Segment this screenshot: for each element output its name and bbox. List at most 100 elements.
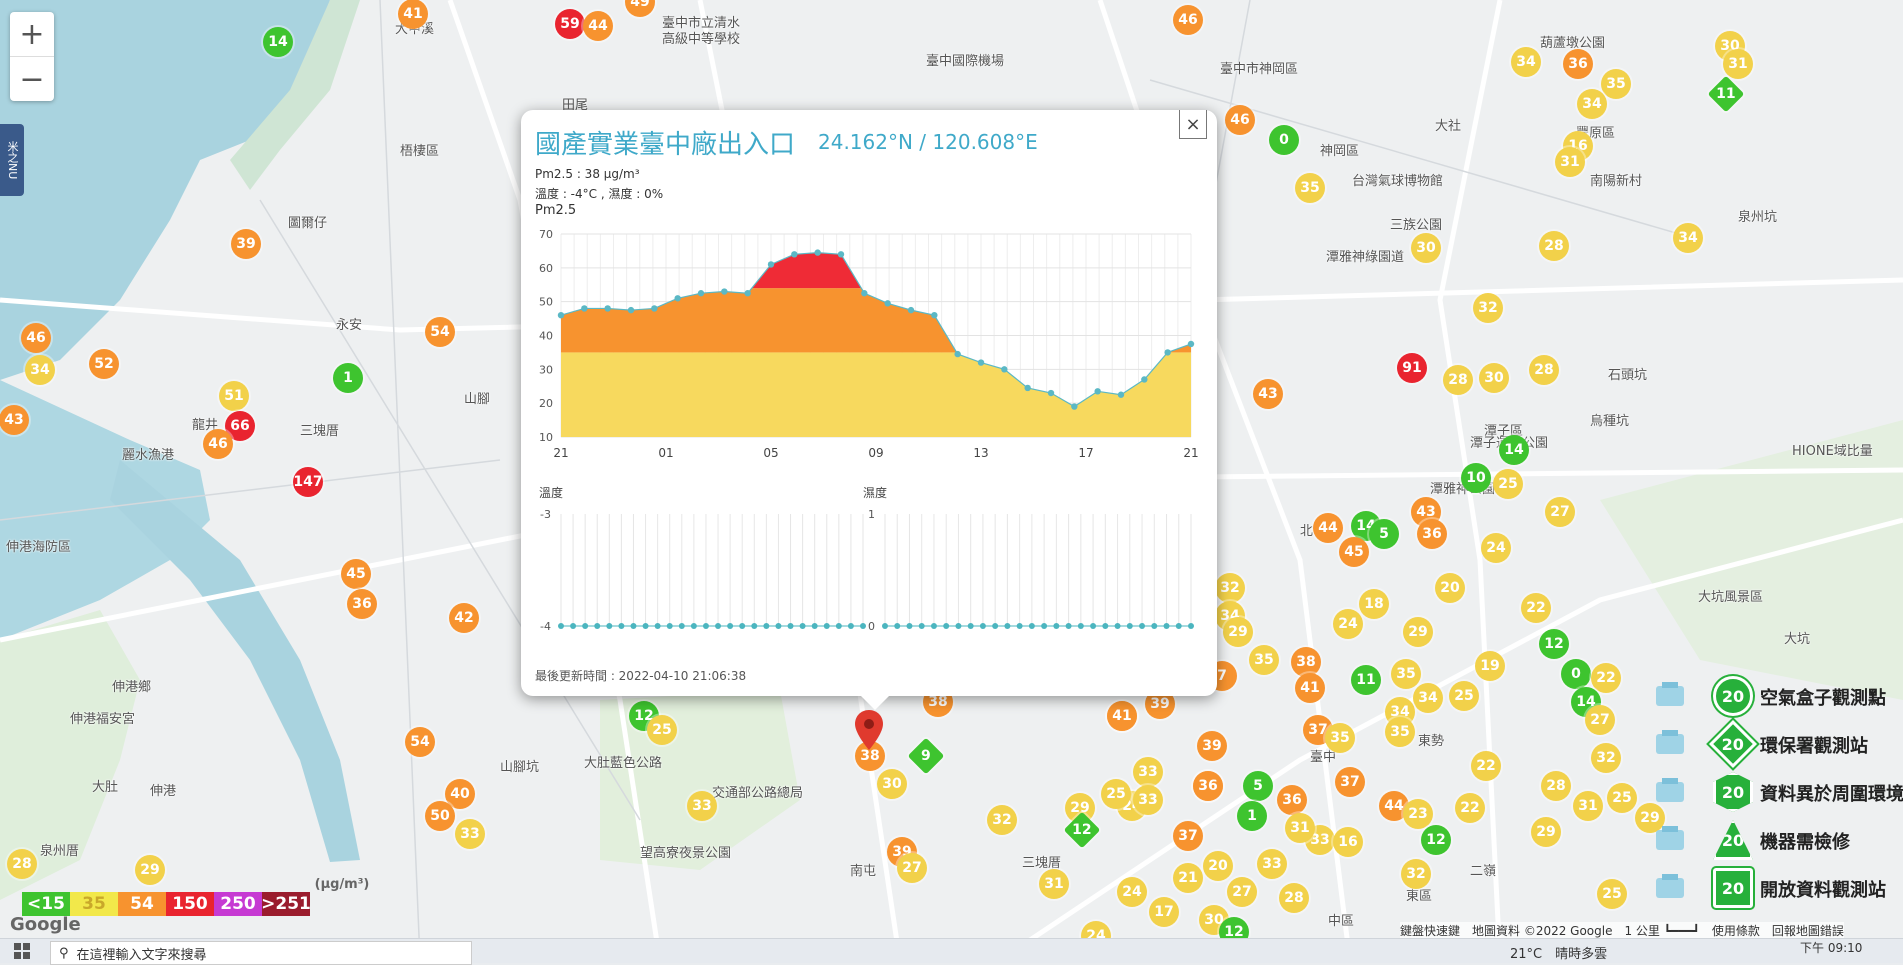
airbox-station-marker[interactable]: 32 bbox=[1215, 573, 1245, 603]
airbox-station-marker[interactable]: 29 bbox=[135, 855, 165, 885]
airbox-station-marker[interactable]: 28 bbox=[1443, 365, 1473, 395]
airbox-station-marker[interactable]: 31 bbox=[1039, 869, 1069, 899]
airbox-station-marker[interactable]: 0 bbox=[1269, 125, 1299, 155]
airbox-station-marker[interactable]: 49 bbox=[625, 0, 655, 17]
airbox-station-marker[interactable]: 22 bbox=[1521, 593, 1551, 623]
airbox-station-marker[interactable]: 36 bbox=[1563, 49, 1593, 79]
airbox-station-marker[interactable]: 28 bbox=[1539, 231, 1569, 261]
airbox-station-marker[interactable]: 33 bbox=[455, 819, 485, 849]
airbox-station-marker[interactable]: 33 bbox=[1257, 849, 1287, 879]
airbox-station-marker[interactable]: 1 bbox=[1237, 801, 1267, 831]
airbox-station-marker[interactable]: 1 bbox=[333, 363, 363, 393]
airbox-station-marker[interactable]: 35 bbox=[1249, 645, 1279, 675]
airbox-station-marker[interactable]: 36 bbox=[1277, 785, 1307, 815]
zoom-out-button[interactable]: − bbox=[10, 56, 54, 101]
airbox-station-marker[interactable]: 21 bbox=[1173, 863, 1203, 893]
airbox-station-marker[interactable]: 44 bbox=[583, 11, 613, 41]
airbox-station-marker[interactable]: 29 bbox=[1531, 817, 1561, 847]
airbox-station-marker[interactable]: 39 bbox=[1197, 731, 1227, 761]
close-icon[interactable]: × bbox=[1179, 110, 1207, 139]
airbox-station-marker[interactable]: 35 bbox=[1601, 69, 1631, 99]
airbox-station-marker[interactable]: 50 bbox=[425, 801, 455, 831]
airbox-station-marker[interactable]: 31 bbox=[1285, 813, 1315, 843]
airbox-station-marker[interactable]: 20 bbox=[1203, 851, 1233, 881]
airbox-station-marker[interactable]: 22 bbox=[1455, 793, 1485, 823]
airbox-station-marker[interactable]: 34 bbox=[1511, 47, 1541, 77]
airbox-station-marker[interactable]: 5 bbox=[1369, 519, 1399, 549]
airbox-station-marker[interactable]: 39 bbox=[231, 229, 261, 259]
airbox-station-marker[interactable]: 25 bbox=[1597, 879, 1627, 909]
airbox-station-marker[interactable]: 46 bbox=[1173, 5, 1203, 35]
airbox-station-marker[interactable]: 28 bbox=[7, 849, 37, 879]
airbox-station-marker[interactable]: 34 bbox=[1577, 89, 1607, 119]
airbox-station-marker[interactable]: 35 bbox=[1325, 723, 1355, 753]
airbox-station-marker[interactable]: 30 bbox=[877, 769, 907, 799]
airbox-station-marker[interactable]: 54 bbox=[425, 317, 455, 347]
airbox-station-marker[interactable]: 29 bbox=[1223, 617, 1253, 647]
airbox-station-marker[interactable]: 12 bbox=[629, 701, 659, 731]
airbox-station-marker[interactable]: 33 bbox=[687, 791, 717, 821]
airbox-station-marker[interactable]: 31 bbox=[1555, 147, 1585, 177]
airbox-station-marker[interactable]: 36 bbox=[1193, 771, 1223, 801]
airbox-station-marker[interactable]: 11 bbox=[1351, 665, 1381, 695]
selected-location-pin-icon[interactable] bbox=[855, 710, 883, 750]
airbox-station-marker[interactable]: 46 bbox=[1225, 105, 1255, 135]
airbox-station-marker[interactable]: 52 bbox=[89, 349, 119, 379]
side-panel-tab[interactable]: 米之NU bbox=[0, 124, 24, 196]
airbox-station-marker[interactable]: 45 bbox=[341, 559, 371, 589]
airbox-station-marker[interactable]: 54 bbox=[405, 727, 435, 757]
airbox-station-marker[interactable]: 46 bbox=[21, 323, 51, 353]
airbox-station-marker[interactable]: 14 bbox=[263, 27, 293, 57]
airbox-station-marker[interactable]: 46 bbox=[203, 429, 233, 459]
airbox-station-marker[interactable]: 36 bbox=[347, 589, 377, 619]
airbox-station-marker[interactable]: 31 bbox=[1723, 49, 1753, 79]
airbox-station-marker[interactable]: 20 bbox=[1435, 573, 1465, 603]
airbox-station-marker[interactable]: 51 bbox=[219, 381, 249, 411]
airbox-station-marker[interactable]: 41 bbox=[1295, 673, 1325, 703]
taskbar-search-input[interactable]: ⚲ 在這裡輸入文字來搜尋 bbox=[50, 941, 472, 965]
map-attribution[interactable]: 鍵盤快速鍵 地圖資料 ©2022 Google 1 公里 ┗━━━┛ 使用條款 … bbox=[1400, 922, 1844, 939]
airbox-station-marker[interactable]: 91 bbox=[1397, 353, 1427, 383]
airbox-station-marker[interactable]: 37 bbox=[1173, 821, 1203, 851]
airbox-station-marker[interactable]: 12 bbox=[1421, 825, 1451, 855]
airbox-station-marker[interactable]: 25 bbox=[1449, 681, 1479, 711]
zoom-in-button[interactable]: + bbox=[19, 16, 45, 52]
airbox-station-marker[interactable]: 32 bbox=[1401, 859, 1431, 889]
airbox-station-marker[interactable]: 14 bbox=[1499, 435, 1529, 465]
airbox-station-marker[interactable]: 35 bbox=[1295, 173, 1325, 203]
airbox-station-marker[interactable]: 5 bbox=[1243, 771, 1273, 801]
airbox-station-marker[interactable]: 29 bbox=[1065, 793, 1095, 823]
airbox-station-marker[interactable]: 10 bbox=[1461, 463, 1491, 493]
airbox-station-marker[interactable]: 27 bbox=[1545, 497, 1575, 527]
airbox-station-marker[interactable]: 27 bbox=[897, 853, 927, 883]
airbox-station-marker[interactable]: 29 bbox=[1635, 803, 1665, 833]
airbox-station-marker[interactable]: 38 bbox=[1291, 647, 1321, 677]
airbox-station-marker[interactable]: 28 bbox=[1529, 355, 1559, 385]
airbox-station-marker[interactable]: 18 bbox=[1359, 589, 1389, 619]
airbox-station-marker[interactable]: 32 bbox=[1591, 743, 1621, 773]
airbox-station-marker[interactable]: 24 bbox=[1333, 609, 1363, 639]
airbox-station-marker[interactable]: 12 bbox=[1539, 629, 1569, 659]
airbox-station-marker[interactable]: 32 bbox=[1473, 293, 1503, 323]
airbox-station-marker[interactable]: 147 bbox=[293, 467, 323, 497]
airbox-station-marker[interactable]: 30 bbox=[1479, 363, 1509, 393]
airbox-station-marker[interactable]: 43 bbox=[0, 405, 29, 435]
airbox-station-marker[interactable]: 27 bbox=[1227, 877, 1257, 907]
airbox-station-marker[interactable]: 34 bbox=[25, 355, 55, 385]
airbox-station-marker[interactable]: 34 bbox=[1413, 683, 1443, 713]
airbox-station-marker[interactable]: 37 bbox=[1335, 767, 1365, 797]
taskbar-weather[interactable]: 21°C 晴時多雲 bbox=[1510, 947, 1608, 962]
airbox-station-marker[interactable]: 45 bbox=[1339, 537, 1369, 567]
airbox-station-marker[interactable]: 25 bbox=[1493, 469, 1523, 499]
airbox-station-marker[interactable]: 24 bbox=[1481, 533, 1511, 563]
taskbar-clock[interactable]: 下午 09:10 bbox=[1800, 941, 1863, 955]
airbox-station-marker[interactable]: 33 bbox=[1133, 757, 1163, 787]
airbox-station-marker[interactable]: 41 bbox=[398, 0, 428, 29]
airbox-station-marker[interactable]: 27 bbox=[1585, 705, 1615, 735]
airbox-station-marker[interactable]: 19 bbox=[1475, 651, 1505, 681]
airbox-station-marker[interactable]: 43 bbox=[1253, 379, 1283, 409]
airbox-station-marker[interactable]: 30 bbox=[1411, 233, 1441, 263]
airbox-station-marker[interactable]: 41 bbox=[1107, 701, 1137, 731]
airbox-station-marker[interactable]: 31 bbox=[1573, 791, 1603, 821]
airbox-station-marker[interactable]: 33 bbox=[1133, 785, 1163, 815]
